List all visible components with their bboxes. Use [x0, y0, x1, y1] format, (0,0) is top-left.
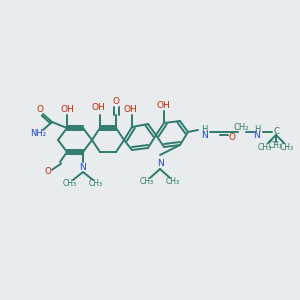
Text: CH₃: CH₃ — [140, 178, 154, 187]
Text: OH: OH — [60, 106, 74, 115]
Text: O: O — [37, 104, 44, 113]
Text: CH₃: CH₃ — [63, 179, 77, 188]
Text: OH: OH — [156, 100, 170, 109]
Text: N: N — [201, 130, 207, 140]
Text: N: N — [254, 130, 260, 140]
Text: H: H — [201, 124, 207, 134]
Text: CH₃: CH₃ — [89, 179, 103, 188]
Text: NH₂: NH₂ — [30, 128, 46, 137]
Text: H: H — [254, 124, 260, 134]
Text: CH₃: CH₃ — [258, 142, 272, 152]
Text: CH₂: CH₂ — [233, 124, 249, 133]
Text: OH: OH — [123, 104, 137, 113]
Text: O: O — [229, 134, 236, 142]
Text: CH₃: CH₃ — [280, 142, 294, 152]
Text: N: N — [80, 163, 86, 172]
Text: O: O — [112, 98, 119, 106]
Text: O: O — [44, 167, 52, 176]
Text: C: C — [273, 128, 279, 136]
Text: CH₃: CH₃ — [269, 140, 283, 149]
Text: N: N — [157, 160, 164, 169]
Text: CH₃: CH₃ — [166, 178, 180, 187]
Text: OH: OH — [91, 103, 105, 112]
